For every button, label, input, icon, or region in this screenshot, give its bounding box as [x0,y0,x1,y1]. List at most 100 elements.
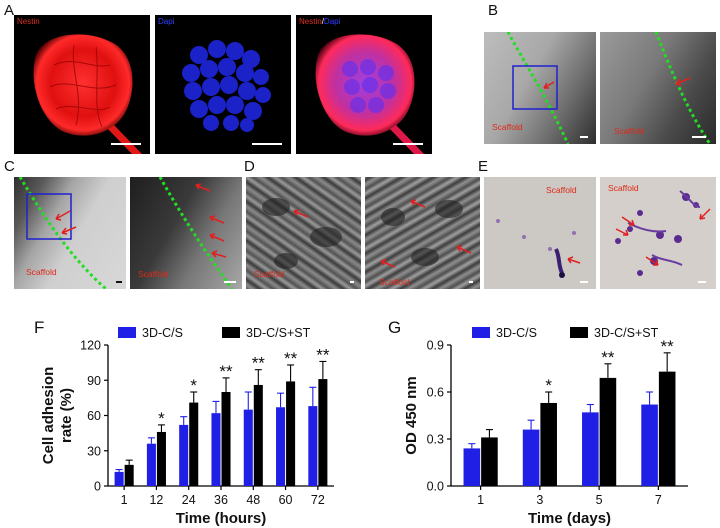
e-stain-image-1: Scaffold [484,177,596,289]
bar [124,464,134,486]
legend-swatch [222,327,240,338]
nestin-sphere-graphic [33,34,142,154]
dapi-nuclei-graphic [182,40,271,132]
y-tick-label: 120 [80,339,101,353]
d-sem-image-1: Scaffold [246,177,361,289]
y-tick-label: 0.9 [427,339,444,353]
scale-bar [350,281,354,283]
x-tick-label: 48 [246,493,260,507]
nestin-label: Nestin [17,17,40,26]
bar [522,429,540,486]
significance-marker: * [158,409,165,428]
y-tick-label: 0 [94,480,101,494]
bar [658,371,676,486]
legend-swatch [118,327,136,338]
c-overview-overlay [18,177,107,289]
dapi-label: Dapi [158,17,175,26]
x-tick-label: 3 [536,493,543,507]
scale-bar [224,281,236,283]
x-tick-label: 1 [121,493,128,507]
scale-bar [698,281,706,283]
c-zoom-image: Scaffold [130,177,242,289]
y-axis-title-line: Cell adhesion [40,367,57,465]
y-tick-label: 0.3 [427,433,444,447]
legend-label: 3D-C/S [496,326,537,340]
nestin-image: Nestin [14,15,150,154]
bar [286,381,296,486]
e-stain-image-2: Scaffold [600,177,716,289]
x-tick-label: 24 [182,493,196,507]
scale-bar [692,136,706,138]
panel-d-letter: D [244,158,255,175]
y-tick-label: 0.0 [427,480,444,494]
scaffold-label: Scaffold [26,267,57,277]
x-tick-label: 5 [596,493,603,507]
merged-image: Nestin/Dapi [296,15,432,154]
scaffold-label: Scaffold [614,126,645,136]
legend-label: 3D-C/S+ST [594,326,659,340]
y-axis-title-line: rate (%) [58,388,75,443]
panel-g-letter: G [388,318,402,337]
merged-label: Nestin/Dapi [299,17,340,26]
y-axis-title: OD 450 nm [403,376,420,454]
chart-f: 0 30 60 90 120 1 12 * 24 * 36 ** 48 ** 60 ** 72 ** Time (h… [40,326,334,527]
e-stain-overlay-2 [615,190,711,276]
panel-c-letter: C [4,158,15,175]
scale-bar [580,136,588,138]
bar [276,407,286,486]
x-tick-label: 36 [214,493,228,507]
bar [582,412,599,486]
b-overview-image: Scaffold [484,32,596,144]
significance-marker: ** [601,348,615,367]
bar [189,402,199,486]
x-tick-label: 72 [311,493,325,507]
bar [481,437,498,486]
panel-e-letter: E [478,158,489,175]
scaffold-label: Scaffold [254,269,285,279]
b-zoom-overlay [654,32,712,144]
merged-label-dapi: Dapi [323,17,341,26]
scale-bar [469,281,473,283]
e-stain-overlay-1 [496,219,581,278]
significance-marker: * [545,376,552,395]
x-tick-label: 7 [655,493,662,507]
legend-label: 3D-C/S+ST [246,326,311,340]
x-axis-title: Time (days) [528,510,611,527]
bar [114,471,124,486]
legend-swatch [570,327,588,338]
bar [221,392,231,486]
significance-marker: ** [219,362,233,381]
panel-f-letter: F [34,318,45,337]
bar [146,443,156,486]
bar [463,448,481,486]
bar [308,406,318,486]
bar [318,379,328,486]
bar [156,431,166,486]
c-overview-image: Scaffold [14,177,126,289]
significance-marker: ** [252,354,266,373]
y-tick-label: 30 [87,444,101,458]
bar [540,402,557,486]
significance-marker: ** [661,337,675,356]
panel-b-letter: B [488,2,499,19]
legend-swatch [472,327,490,338]
y-tick-label: 90 [87,374,101,388]
scaffold-label: Scaffold [546,185,577,195]
d-sem-overlay-1 [262,198,342,269]
b-overview-overlay [506,32,570,144]
scale-bar [111,143,141,145]
scaffold-label: Scaffold [608,183,639,193]
d-sem-overlay-2 [380,199,472,268]
panel-a-letter: A [4,2,15,19]
bar [243,409,253,486]
x-tick-label: 60 [279,493,293,507]
d-sem-image-2: Scaffold [365,177,480,289]
y-tick-label: 0.6 [427,386,444,400]
c-zoom-overlay [158,177,234,289]
scaffold-label: Scaffold [492,122,523,132]
significance-marker: ** [284,349,298,368]
legend-label: 3D-C/S [142,326,183,340]
dapi-image: Dapi [155,15,291,154]
y-tick-label: 60 [87,409,101,423]
